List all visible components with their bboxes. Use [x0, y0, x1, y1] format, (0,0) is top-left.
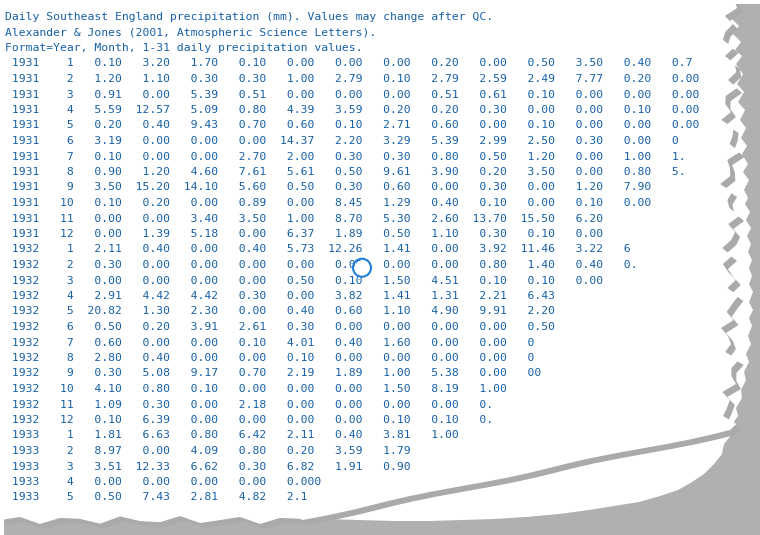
Text: 1932    2   0.30   0.00   0.00   0.00   0.00   0.00   0.00   0.00   0.80   1.40 : 1932 2 0.30 0.00 0.00 0.00 0.00 0.00 0.0…	[5, 260, 638, 270]
Text: 1932    7   0.60   0.00   0.00   0.10   4.01   0.40   1.60   0.00   0.00   0: 1932 7 0.60 0.00 0.00 0.10 4.01 0.40 1.6…	[5, 338, 534, 348]
Text: 1932    9   0.30   5.08   9.17   0.70   2.19   1.89   1.00   5.38   0.00   00: 1932 9 0.30 5.08 9.17 0.70 2.19 1.89 1.0…	[5, 369, 541, 378]
Text: 1932    1   2.11   0.40   0.00   0.40   5.73  12.26   1.41   0.00   3.92  11.46 : 1932 1 2.11 0.40 0.00 0.40 5.73 12.26 1.…	[5, 244, 631, 255]
Text: 1931    4   5.59  12.57   5.09   0.80   4.39   3.59   0.20   0.20   0.30   0.00 : 1931 4 5.59 12.57 5.09 0.80 4.39 3.59 0.…	[5, 105, 699, 115]
Text: 1931   12   0.00   1.39   5.18   0.00   6.37   1.89   0.50   1.10   0.30   0.10 : 1931 12 0.00 1.39 5.18 0.00 6.37 1.89 0.…	[5, 229, 603, 239]
Text: 1931    8   0.90   1.20   4.60   7.61   5.61   0.50   9.61   3.90   0.20   3.50 : 1931 8 0.90 1.20 4.60 7.61 5.61 0.50 9.6…	[5, 167, 686, 177]
Text: Daily Southeast England precipitation (mm). Values may change after QC.: Daily Southeast England precipitation (m…	[5, 12, 493, 22]
Text: 1931    1   0.10   3.20   1.70   0.10   0.00   0.00   0.00   0.20   0.00   0.50 : 1931 1 0.10 3.20 1.70 0.10 0.00 0.00 0.0…	[5, 58, 692, 68]
Text: 1932    6   0.50   0.20   3.91   2.61   0.30   0.00   0.00   0.00   0.00   0.50: 1932 6 0.50 0.20 3.91 2.61 0.30 0.00 0.0…	[5, 322, 555, 332]
Text: 1933    3   3.51  12.33   6.62   0.30   6.82   1.91   0.90: 1933 3 3.51 12.33 6.62 0.30 6.82 1.91 0.…	[5, 462, 410, 471]
Circle shape	[355, 261, 369, 275]
Text: 1931    9   3.50  15.20  14.10   5.60   0.50   0.30   0.60   0.00   0.30   0.00 : 1931 9 3.50 15.20 14.10 5.60 0.50 0.30 0…	[5, 182, 651, 193]
Text: 1932   10   4.10   0.80   0.10   0.00   0.00   0.00   1.50   8.19   1.00: 1932 10 4.10 0.80 0.10 0.00 0.00 0.00 1.…	[5, 384, 507, 394]
Text: Format=Year, Month, 1-31 daily precipitation values.: Format=Year, Month, 1-31 daily precipita…	[5, 43, 363, 53]
Text: 1931   11   0.00   0.00   3.40   3.50   1.00   8.70   5.30   2.60  13.70  15.50 : 1931 11 0.00 0.00 3.40 3.50 1.00 8.70 5.…	[5, 213, 603, 224]
Text: 1932    3   0.00   0.00   0.00   0.00   0.50   0.10   1.50   4.51   0.10   0.10 : 1932 3 0.00 0.00 0.00 0.00 0.50 0.10 1.5…	[5, 276, 603, 286]
Text: 1931    7   0.10   0.00   0.00   2.70   2.00   0.30   0.30   0.80   0.50   1.20 : 1931 7 0.10 0.00 0.00 2.70 2.00 0.30 0.3…	[5, 151, 686, 162]
Text: 1932    5  20.82   1.30   2.30   0.00   0.40   0.60   1.10   4.90   9.91   2.20: 1932 5 20.82 1.30 2.30 0.00 0.40 0.60 1.…	[5, 307, 555, 317]
Text: 1931    2   1.20   1.10   0.30   0.30   1.00   2.79   0.10   2.79   2.59   2.49 : 1931 2 1.20 1.10 0.30 0.30 1.00 2.79 0.1…	[5, 74, 699, 84]
Text: 1933    5   0.50   7.43   2.81   4.82   2.1: 1933 5 0.50 7.43 2.81 4.82 2.1	[5, 493, 308, 502]
Text: 1932   11   1.09   0.30   0.00   2.18   0.00   0.00   0.00   0.00   0.: 1932 11 1.09 0.30 0.00 2.18 0.00 0.00 0.…	[5, 400, 493, 409]
Text: 1931   10   0.10   0.20   0.00   0.89   0.00   8.45   1.29   0.40   0.10   0.00 : 1931 10 0.10 0.20 0.00 0.89 0.00 8.45 1.…	[5, 198, 651, 208]
Text: 1933    4   0.00   0.00   0.00   0.00   0.000: 1933 4 0.00 0.00 0.00 0.00 0.000	[5, 477, 321, 487]
Text: 1931    3   0.91   0.00   5.39   0.51   0.00   0.00   0.00   0.51   0.61   0.10 : 1931 3 0.91 0.00 5.39 0.51 0.00 0.00 0.0…	[5, 89, 699, 100]
Text: 1931    5   0.20   0.40   9.43   0.70   0.60   0.10   2.71   0.60   0.00   0.10 : 1931 5 0.20 0.40 9.43 0.70 0.60 0.10 2.7…	[5, 120, 699, 131]
Text: 1932   12   0.10   6.39   0.00   0.00   0.00   0.00   0.10   0.10   0.: 1932 12 0.10 6.39 0.00 0.00 0.00 0.00 0.…	[5, 415, 493, 425]
Text: 1933    2   8.97   0.00   4.09   0.80   0.20   3.59   1.79: 1933 2 8.97 0.00 4.09 0.80 0.20 3.59 1.7…	[5, 446, 410, 456]
Polygon shape	[0, 0, 739, 524]
Polygon shape	[4, 4, 760, 535]
Text: 1932    8   2.80   0.40   0.00   0.00   0.10   0.00   0.00   0.00   0.00   0: 1932 8 2.80 0.40 0.00 0.00 0.10 0.00 0.0…	[5, 353, 534, 363]
Text: Alexander & Jones (2001, Atmospheric Science Letters).: Alexander & Jones (2001, Atmospheric Sci…	[5, 27, 376, 37]
Polygon shape	[5, 5, 745, 529]
Text: 1931    6   3.19   0.00   0.00   0.00  14.37   2.20   3.29   5.39   2.99   2.50 : 1931 6 3.19 0.00 0.00 0.00 14.37 2.20 3.…	[5, 136, 679, 146]
Text: 1932    4   2.91   4.42   4.42   0.30   0.00   3.82   1.41   1.31   2.21   6.43: 1932 4 2.91 4.42 4.42 0.30 0.00 3.82 1.4…	[5, 291, 555, 301]
Text: 1933    1   1.81   6.63   0.80   6.42   2.11   0.40   3.81   1.00: 1933 1 1.81 6.63 0.80 6.42 2.11 0.40 3.8…	[5, 431, 459, 440]
